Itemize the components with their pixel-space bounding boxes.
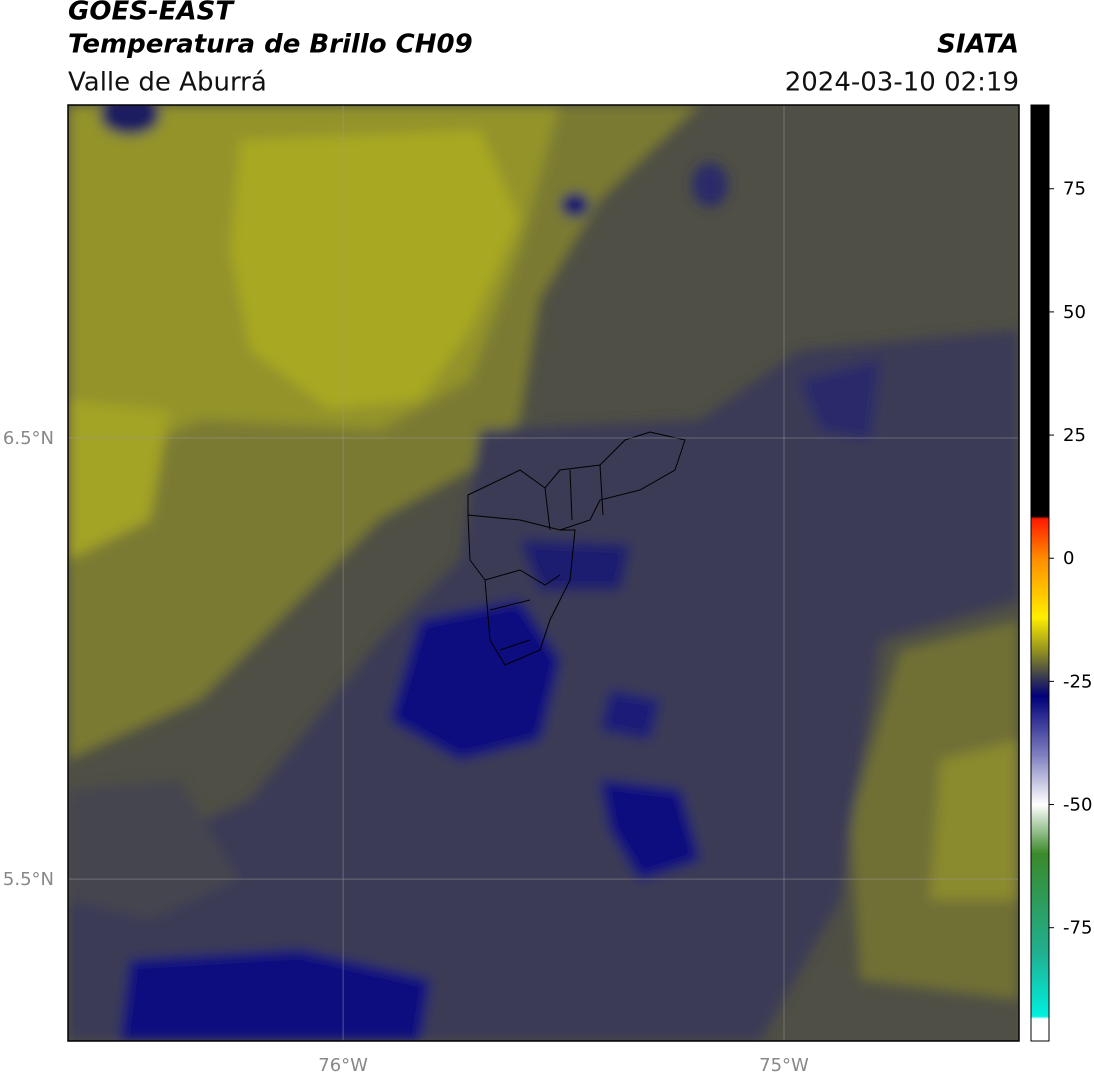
colorbar-tick-label: 75 [1063,179,1086,200]
colorbar-tick-label: 0 [1063,548,1074,569]
map-image [68,105,1019,1041]
title: GOES-EAST [68,0,235,27]
colorbar-tick-label: -50 [1063,795,1092,816]
map-frame [67,104,1020,1042]
lon-label: 75°W [759,1055,809,1076]
lon-label: 76°W [318,1055,368,1076]
source: SIATA [937,30,1019,60]
region: Valle de Aburrá [68,68,267,98]
datetime: 2024-03-10 02:19 [785,68,1019,98]
colorbar-tick-label: 50 [1063,302,1086,323]
colorbar-tick-label: -75 [1063,918,1092,939]
colorbar-tick-label: -25 [1063,671,1092,692]
colorbar-tick-label: 25 [1063,425,1086,446]
lat-label: 6.5°N [3,428,54,449]
colorbar [1030,104,1050,1042]
lat-label: 5.5°N [3,869,54,890]
subtitle: Temperatura de Brillo CH09 [68,30,473,60]
